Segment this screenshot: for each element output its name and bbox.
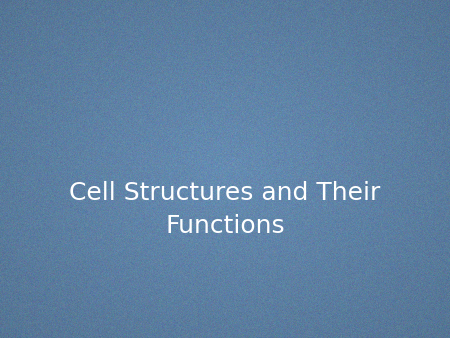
Text: Cell Structures and Their
Functions: Cell Structures and Their Functions — [69, 181, 381, 238]
